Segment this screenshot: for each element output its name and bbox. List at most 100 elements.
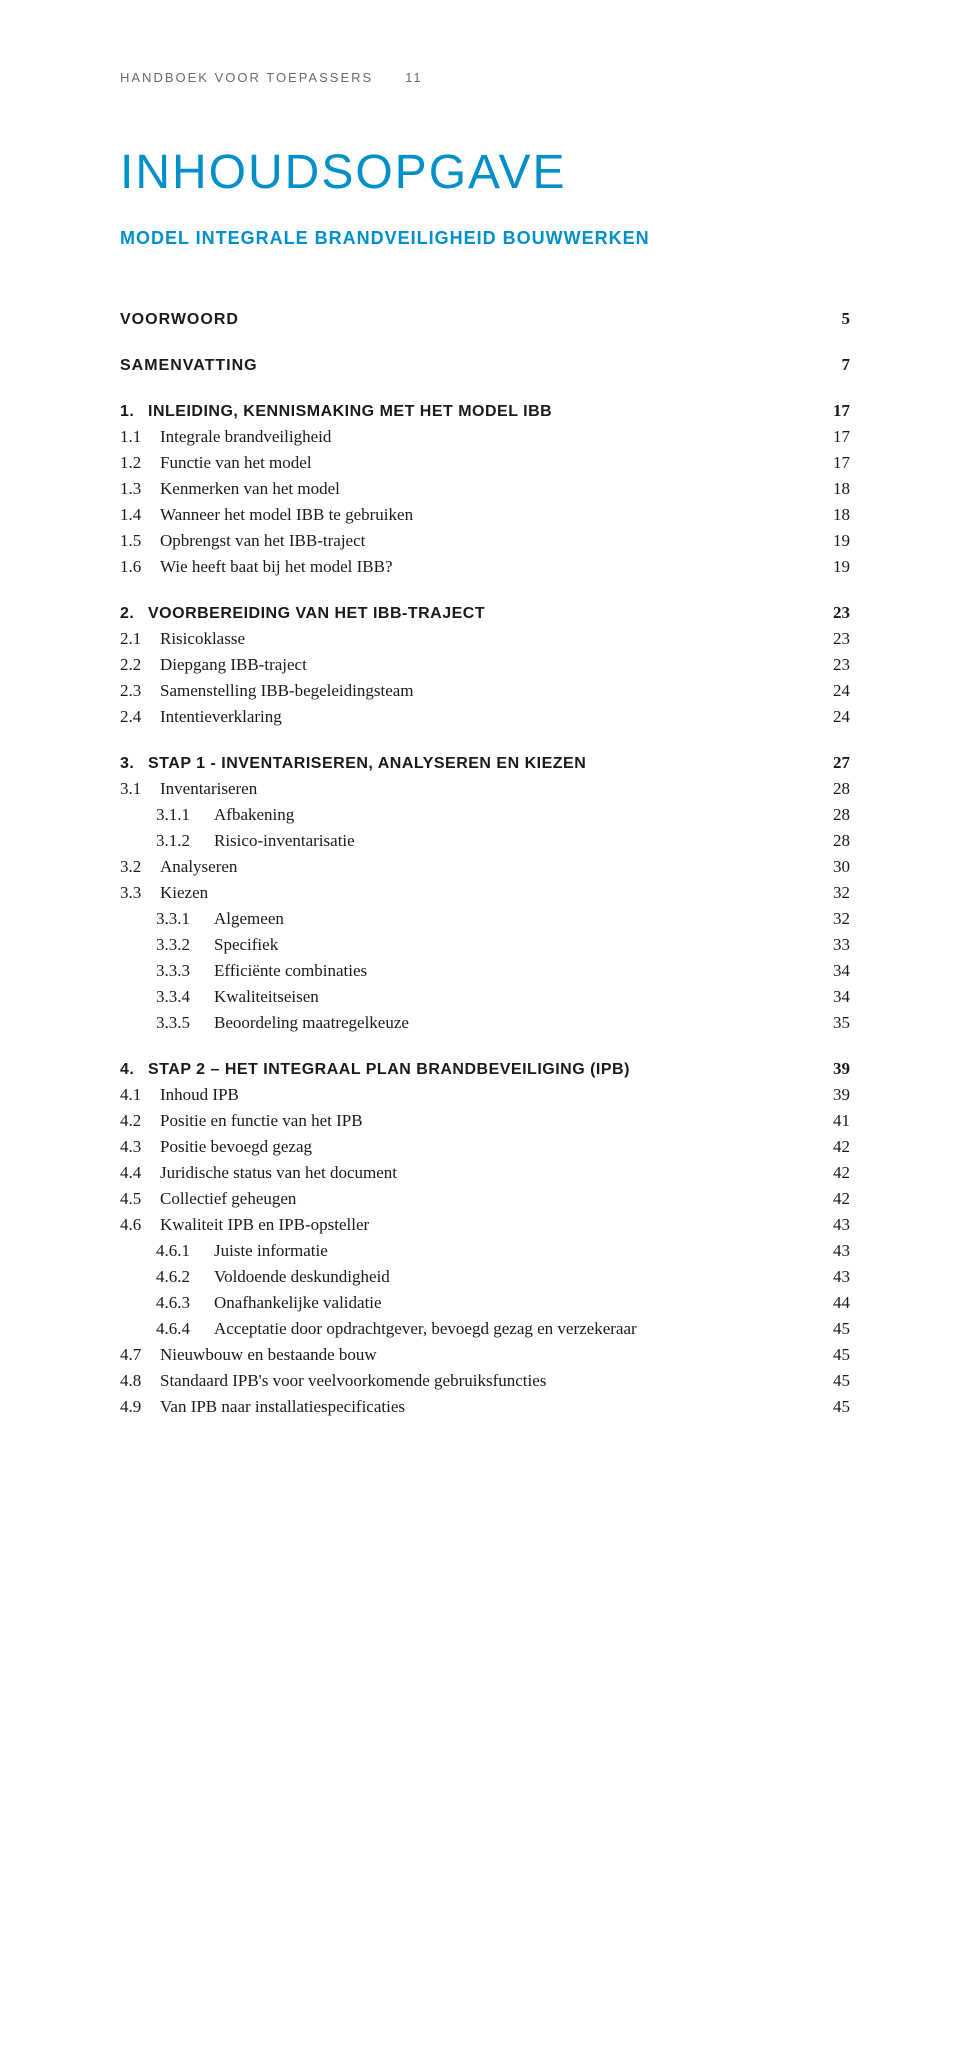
toc-entry-label: 4.4Juridische status van het document <box>120 1163 397 1183</box>
toc-entry-label: 4.9Van IPB naar installatiespecificaties <box>120 1397 405 1417</box>
toc-entry-label: 1.4Wanneer het model IBB te gebruiken <box>120 505 413 525</box>
toc-entry-page: 19 <box>833 531 850 551</box>
toc-entry-text: Opbrengst van het IBB-traject <box>160 531 365 551</box>
toc-entry-number: 4.5 <box>120 1189 160 1209</box>
toc-entry-label: 1.5Opbrengst van het IBB-traject <box>120 531 365 551</box>
toc-entry-text: Wanneer het model IBB te gebruiken <box>160 505 413 525</box>
toc-entry-page: 35 <box>833 1013 850 1033</box>
toc-entry-page: 27 <box>833 753 850 773</box>
toc-entry-page: 42 <box>833 1137 850 1157</box>
toc-entry-label: 3.3.2Specifiek <box>120 935 278 955</box>
toc-entry-page: 43 <box>833 1267 850 1287</box>
toc-entry-ch-3-i-10: 4.7Nieuwbouw en bestaande bouw 45 <box>120 1345 850 1365</box>
toc-entry-text: SAMENVATTING <box>120 357 258 375</box>
toc-entry-label: 3.1Inventariseren <box>120 779 257 799</box>
toc-entry-label: 2.2Diepgang IBB-traject <box>120 655 307 675</box>
toc-entry-text: Juiste informatie <box>214 1241 328 1261</box>
toc-entry-page: 42 <box>833 1189 850 1209</box>
running-head: HANDBOEK VOOR TOEPASSERS 11 <box>120 70 850 85</box>
toc-entry-ch-2-i-6: 3.3.2Specifiek33 <box>120 935 850 955</box>
toc-entry-page: 44 <box>833 1293 850 1313</box>
toc-entry-page: 32 <box>833 883 850 903</box>
toc-entry-page: 39 <box>833 1085 850 1105</box>
toc-entry-ch-0-i-2: 1.3Kenmerken van het model18 <box>120 479 850 499</box>
toc-entry-label: 4.6.2Voldoende deskundigheid <box>120 1267 390 1287</box>
toc-entry-text: Positie bevoegd gezag <box>160 1137 312 1157</box>
toc-entry-text: Risicoklasse <box>160 629 245 649</box>
toc-entry-ch-3-i-9: 4.6.4Acceptatie door opdrachtgever, bevo… <box>120 1319 850 1339</box>
toc-entry-ch-2-i-2: 3.1.2Risico-inventarisatie28 <box>120 831 850 851</box>
toc-entry-number: 3.2 <box>120 857 160 877</box>
toc-entry-label: 4.2Positie en functie van het IPB <box>120 1111 363 1131</box>
toc-entry-number: 4.9 <box>120 1397 160 1417</box>
toc-entry-label: 3.3.3Efficiënte combinaties <box>120 961 367 981</box>
toc-entry-number: 2.4 <box>120 707 160 727</box>
toc-entry-page: 23 <box>833 629 850 649</box>
toc-entry-ch-2-i-1: 3.1.1Afbakening28 <box>120 805 850 825</box>
toc-entry-ch-3-i-5: 4.6Kwaliteit IPB en IPB-opsteller 43 <box>120 1215 850 1235</box>
toc-entry-label: 3.3.1Algemeen <box>120 909 284 929</box>
toc-entry-ch-0-i-1: 1.2Functie van het model17 <box>120 453 850 473</box>
toc-entry-text: Inhoud IPB <box>160 1085 239 1105</box>
toc-entry-number: 3. <box>120 755 148 773</box>
toc-entry-text: Risico-inventarisatie <box>214 831 355 851</box>
toc-entry-label: 3.3Kiezen <box>120 883 208 903</box>
toc-entry-ch-2: 3.STAP 1 - INVENTARISEREN, ANALYSEREN EN… <box>120 753 850 773</box>
toc-entry-text: Samenstelling IBB-begeleidingsteam <box>160 681 414 701</box>
toc-entry-label: 1.3Kenmerken van het model <box>120 479 340 499</box>
toc-entry-page: 45 <box>833 1371 850 1391</box>
toc-entry-text: Algemeen <box>214 909 284 929</box>
toc-entry-page: 28 <box>833 805 850 825</box>
toc-entry-number: 3.3.3 <box>120 961 214 981</box>
toc-entry-ch-1-i-2: 2.3Samenstelling IBB-begeleidingsteam24 <box>120 681 850 701</box>
toc-entry-page: 43 <box>833 1215 850 1235</box>
page-subtitle: MODEL INTEGRALE BRANDVEILIGHEID BOUWWERK… <box>120 228 850 249</box>
toc-entry-number: 3.1 <box>120 779 160 799</box>
toc-entry-text: Beoordeling maatregelkeuze <box>214 1013 409 1033</box>
toc-entry-ch-0-i-4: 1.5Opbrengst van het IBB-traject 19 <box>120 531 850 551</box>
toc-entry-ch-3-i-4: 4.5Collectief geheugen42 <box>120 1189 850 1209</box>
toc-entry-page: 39 <box>833 1059 850 1079</box>
toc-entry-page: 41 <box>833 1111 850 1131</box>
toc-entry-label: 4.7Nieuwbouw en bestaande bouw <box>120 1345 377 1365</box>
toc-entry-ch-2-i-9: 3.3.5Beoordeling maatregelkeuze35 <box>120 1013 850 1033</box>
toc-entry-ch-0-i-5: 1.6Wie heeft baat bij het model IBB?19 <box>120 557 850 577</box>
toc-entry-page: 5 <box>842 309 851 329</box>
toc-entry-page: 24 <box>833 707 850 727</box>
toc-entry-text: Van IPB naar installatiespecificaties <box>160 1397 405 1417</box>
toc-entry-number: 1.4 <box>120 505 160 525</box>
toc-entry-text: Integrale brandveiligheid <box>160 427 331 447</box>
toc-entry-number: 4.6.2 <box>120 1267 214 1287</box>
toc-entry-page: 7 <box>842 355 851 375</box>
toc-entry-label: 1.2Functie van het model <box>120 453 312 473</box>
toc-entry-ch-2-i-0: 3.1Inventariseren28 <box>120 779 850 799</box>
toc-entry-label: VOORWOORD <box>120 311 239 329</box>
toc-entry-ch-1-i-0: 2.1Risicoklasse23 <box>120 629 850 649</box>
toc-chapter-section: 1.INLEIDING, KENNISMAKING MET HET MODEL … <box>120 401 850 577</box>
toc-entry-label: 4.3Positie bevoegd gezag <box>120 1137 312 1157</box>
toc-entry-text: VOORWOORD <box>120 311 239 329</box>
toc-chapter-section: 2.VOORBEREIDING VAN HET IBB-TRAJECT232.1… <box>120 603 850 727</box>
toc-entry-ch-1-i-1: 2.2Diepgang IBB-traject23 <box>120 655 850 675</box>
toc-entry-number: 4.6.1 <box>120 1241 214 1261</box>
toc-entry-label: 4.1Inhoud IPB <box>120 1085 239 1105</box>
toc-entry-text: Kwaliteit IPB en IPB-opsteller <box>160 1215 369 1235</box>
toc-entry-ch-3-i-8: 4.6.3Onafhankelijke validatie44 <box>120 1293 850 1313</box>
toc-chapter-section: 3.STAP 1 - INVENTARISEREN, ANALYSEREN EN… <box>120 753 850 1033</box>
toc-entry-text: Afbakening <box>214 805 294 825</box>
toc-entry-text: Specifiek <box>214 935 278 955</box>
toc-entry-label: 4.6.4Acceptatie door opdrachtgever, bevo… <box>120 1319 637 1339</box>
toc-entry-page: 45 <box>833 1345 850 1365</box>
toc-entry-ch-2-i-5: 3.3.1Algemeen32 <box>120 909 850 929</box>
toc-entry-ch-3-i-2: 4.3Positie bevoegd gezag 42 <box>120 1137 850 1157</box>
toc-entry-ch-2-i-4: 3.3Kiezen 32 <box>120 883 850 903</box>
toc-entry-number: 1.2 <box>120 453 160 473</box>
toc-entry-number: 4.6 <box>120 1215 160 1235</box>
toc-entry-ch-0-i-0: 1.1Integrale brandveiligheid17 <box>120 427 850 447</box>
toc-entry-text: Inventariseren <box>160 779 257 799</box>
toc-entry-text: Standaard IPB's voor veelvoorkomende geb… <box>160 1371 546 1391</box>
toc-entry-ch-3-i-12: 4.9Van IPB naar installatiespecificaties… <box>120 1397 850 1417</box>
toc-entry-text: Intentieverklaring <box>160 707 282 727</box>
toc-entry-number: 3.3.4 <box>120 987 214 1007</box>
toc-entry-text: STAP 1 - INVENTARISEREN, ANALYSEREN EN K… <box>148 755 586 773</box>
